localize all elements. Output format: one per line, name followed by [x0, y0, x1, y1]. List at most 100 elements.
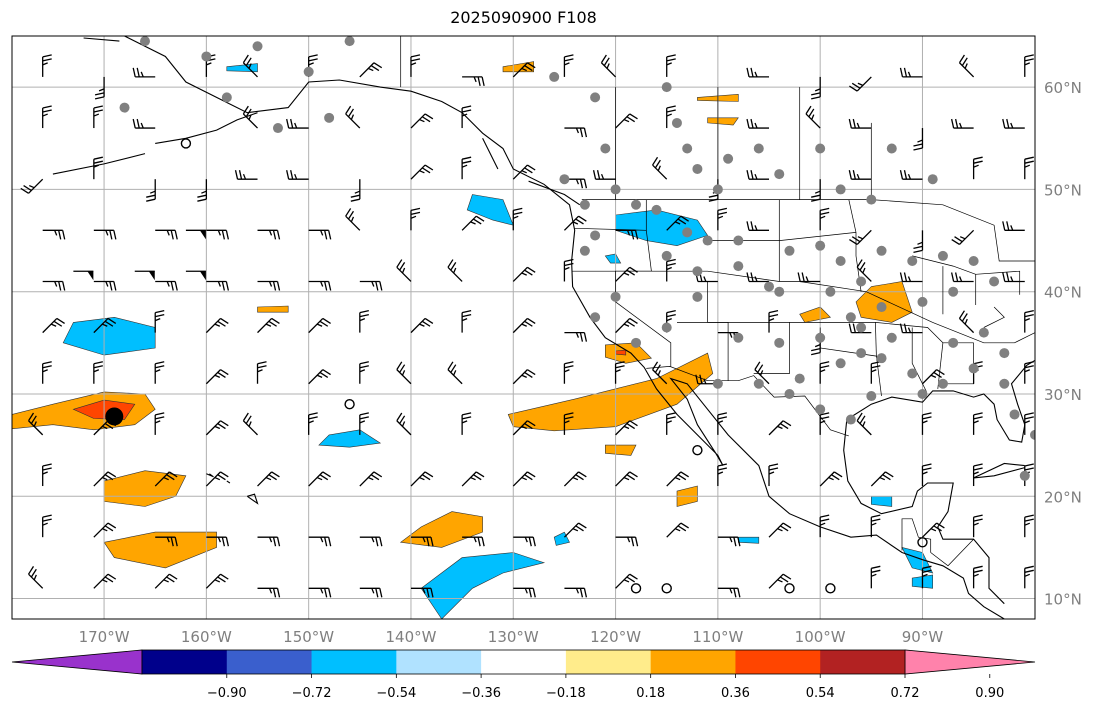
colorbar-label: 0.72	[891, 686, 920, 701]
station-dot	[856, 322, 867, 333]
wind-barb	[513, 587, 536, 598]
colorbar-label: −0.36	[461, 686, 501, 701]
coastline	[124, 36, 1005, 619]
lat-label: 40°N	[1044, 284, 1082, 302]
wind-barb	[410, 536, 434, 547]
map-title: 2025090900 F108	[450, 8, 597, 27]
wind-barb	[512, 471, 536, 487]
station-dot	[1030, 429, 1035, 440]
contour-region	[707, 117, 739, 126]
wind-barb	[242, 105, 258, 129]
station-dot	[324, 112, 335, 123]
station-dot	[999, 348, 1010, 359]
wind-barb	[396, 259, 412, 282]
station-dot	[559, 174, 570, 185]
station-dot	[764, 281, 775, 292]
wind-barb	[1024, 156, 1034, 180]
station-dot	[978, 327, 989, 338]
station-dot	[845, 414, 856, 425]
wind-barb	[462, 76, 485, 87]
wind-barb	[564, 127, 588, 138]
political-border	[571, 270, 1035, 344]
wind-barb	[768, 463, 779, 487]
lon-label: 150°W	[283, 628, 334, 646]
wind-barb	[972, 463, 983, 487]
contour-region	[615, 349, 627, 356]
station-dot	[272, 123, 283, 134]
station-dot	[682, 143, 693, 154]
wind-barb	[921, 412, 932, 435]
wind-barb	[921, 565, 932, 589]
station-dot	[753, 143, 764, 154]
political-border	[875, 322, 877, 358]
station-dot	[917, 296, 928, 307]
colorbar-label: −0.90	[207, 686, 247, 701]
wind-barb	[93, 317, 117, 334]
wind-barb	[1024, 565, 1034, 589]
coastline	[155, 112, 258, 144]
open-circle-marker	[180, 138, 192, 149]
wind-barb	[805, 105, 821, 129]
wind-barb	[768, 522, 792, 538]
station-dot	[907, 256, 918, 267]
station-dot	[948, 286, 959, 297]
station-dot	[733, 332, 744, 343]
wind-barb	[359, 471, 383, 487]
wind-barb	[512, 62, 536, 78]
wind-barb	[42, 463, 52, 487]
wind-barb	[717, 463, 728, 487]
station-dot	[999, 378, 1010, 389]
wind-barb	[359, 412, 369, 435]
lat-label: 20°N	[1044, 488, 1082, 506]
station-dot	[825, 286, 836, 297]
wind-barb	[308, 229, 332, 240]
station-dot	[835, 184, 846, 195]
wind-barb	[146, 179, 156, 202]
wind-barb	[849, 76, 872, 92]
wind-barb	[257, 471, 280, 487]
station-dot	[702, 235, 713, 246]
wind-barb	[563, 412, 574, 435]
contour-region	[318, 429, 382, 448]
wind-barb	[512, 266, 536, 282]
wind-barb	[206, 536, 230, 547]
wind-barb	[950, 118, 974, 129]
colorbar: −0.90 −0.72 −0.54 −0.36 −0.18 0.18 0.36 0.54 0.7…	[11, 649, 1036, 701]
political-border	[677, 322, 729, 381]
open-circle-marker	[661, 583, 672, 594]
wind-barb	[922, 522, 945, 538]
wind-barb	[447, 361, 463, 385]
contour-region	[466, 194, 514, 226]
wind-barb	[512, 420, 536, 436]
wind-barb	[819, 412, 830, 435]
wind-barb	[94, 76, 105, 100]
wind-barb	[666, 471, 689, 487]
colorbar-frame	[141, 649, 906, 675]
wind-barb	[155, 229, 178, 240]
map-background	[12, 36, 1035, 619]
wind-barb	[93, 229, 117, 240]
wind-barb	[20, 178, 44, 194]
open-circle-marker	[917, 537, 928, 548]
colorbar-segment	[650, 650, 736, 674]
wind-barb	[615, 113, 638, 129]
station-dot	[866, 194, 877, 205]
wind-barb	[899, 67, 923, 78]
wind-barb	[257, 280, 281, 291]
colorbar-segment	[481, 650, 567, 674]
wind-barb	[42, 317, 65, 334]
wind-barb	[359, 361, 369, 384]
wind-barb	[461, 105, 472, 129]
wind-barb	[746, 221, 770, 231]
wind-barb	[819, 207, 830, 231]
lat-label: 30°N	[1044, 386, 1082, 404]
wind-barb	[461, 471, 485, 487]
wind-barb	[563, 471, 587, 487]
lon-label: 110°W	[692, 628, 743, 646]
wind-barb	[717, 207, 728, 231]
station-dot	[815, 240, 826, 251]
wind-barb	[42, 514, 52, 538]
wind-barb	[563, 54, 574, 77]
station-dot	[590, 92, 601, 103]
